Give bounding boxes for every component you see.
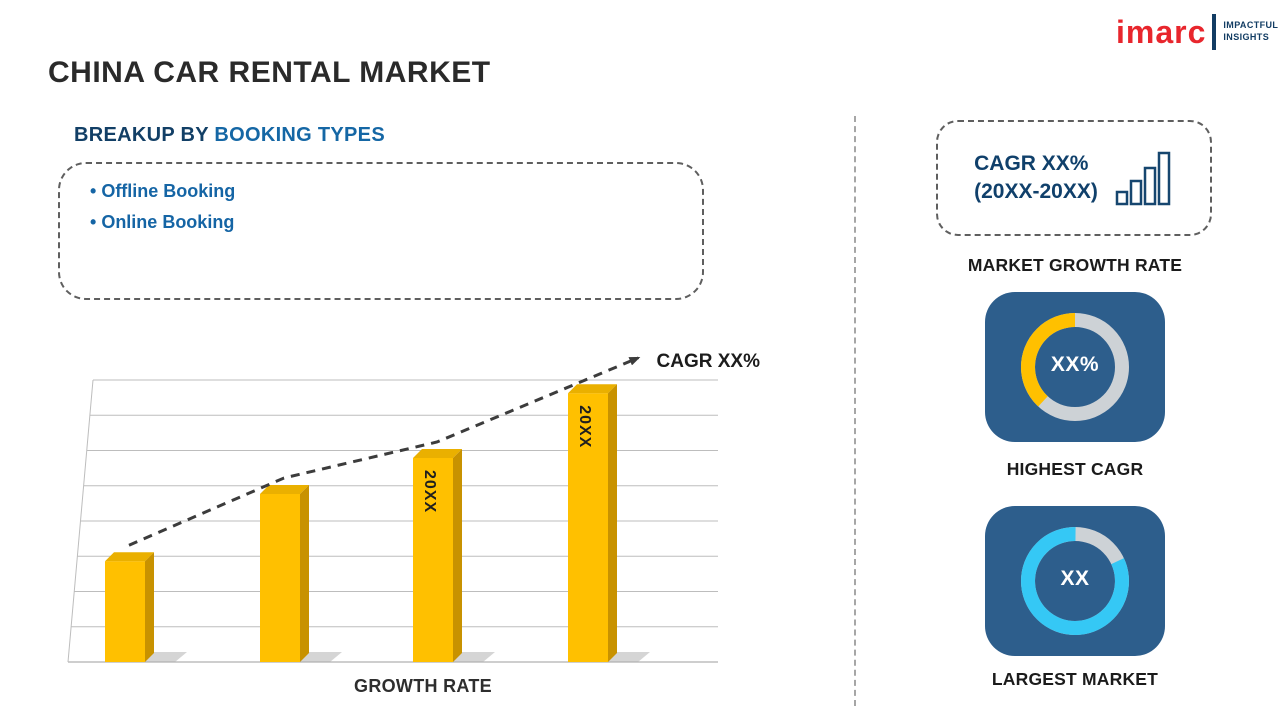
- svg-text:20XX: 20XX: [576, 405, 593, 448]
- growth-chart-area: 20XX 20XX CAGR XX% GROWTH RATE: [50, 330, 860, 696]
- cagr-years-line: (20XX-20XX): [974, 180, 1098, 203]
- booking-type-item: Offline Booking: [90, 176, 702, 207]
- booking-types-list: Offline Booking Online Booking: [60, 176, 702, 238]
- page-title: CHINA CAR RENTAL MARKET: [48, 56, 491, 89]
- highest-cagr-value: XX%: [1050, 353, 1100, 376]
- cagr-growth-box: CAGR XX% (20XX-20XX): [936, 120, 1212, 236]
- growth-bar-chart: 20XX 20XX CAGR XX%: [67, 351, 761, 663]
- cagr-value-line: CAGR XX%: [974, 151, 1089, 175]
- logo-tagline-line1: IMPACTFUL: [1223, 20, 1279, 31]
- booking-types-box: Offline Booking Online Booking: [58, 162, 704, 300]
- highest-cagr-donut-chart: [1021, 313, 1129, 421]
- logo-tagline: IMPACTFUL INSIGHTS: [1223, 20, 1278, 43]
- svg-text:CAGR XX%: CAGR XX%: [657, 351, 761, 372]
- breakup-heading: BREAKUP BY BOOKING TYPES: [74, 124, 385, 147]
- largest-market-label: LARGEST MARKET: [991, 669, 1159, 689]
- market-growth-rate-label: MARKET GROWTH RATE: [967, 255, 1183, 275]
- logo-tagline-line2: INSIGHTS: [1223, 32, 1270, 42]
- logo-divider-bar: [1212, 14, 1217, 50]
- booking-type-item: Online Booking: [90, 207, 702, 238]
- svg-text:20XX: 20XX: [421, 470, 438, 513]
- largest-market-card: XX: [985, 506, 1165, 656]
- chart-x-axis-label: GROWTH RATE: [354, 676, 492, 696]
- vertical-divider: [854, 116, 856, 706]
- highest-cagr-label: HIGHEST CAGR: [1006, 459, 1144, 479]
- breakup-heading-prefix: BREAKUP BY: [74, 124, 215, 146]
- largest-market-value: XX: [1060, 567, 1090, 590]
- highest-cagr-card: XX%: [985, 292, 1165, 442]
- bar-chart-icon: [1115, 151, 1171, 206]
- cagr-growth-text: CAGR XX% (20XX-20XX): [974, 150, 1098, 207]
- largest-market-donut-chart: [1021, 527, 1129, 635]
- logo-brand-text: imarc: [1116, 14, 1207, 50]
- breakup-heading-highlight: BOOKING TYPES: [214, 124, 385, 146]
- imarc-logo: imarc IMPACTFUL INSIGHTS: [1116, 14, 1278, 50]
